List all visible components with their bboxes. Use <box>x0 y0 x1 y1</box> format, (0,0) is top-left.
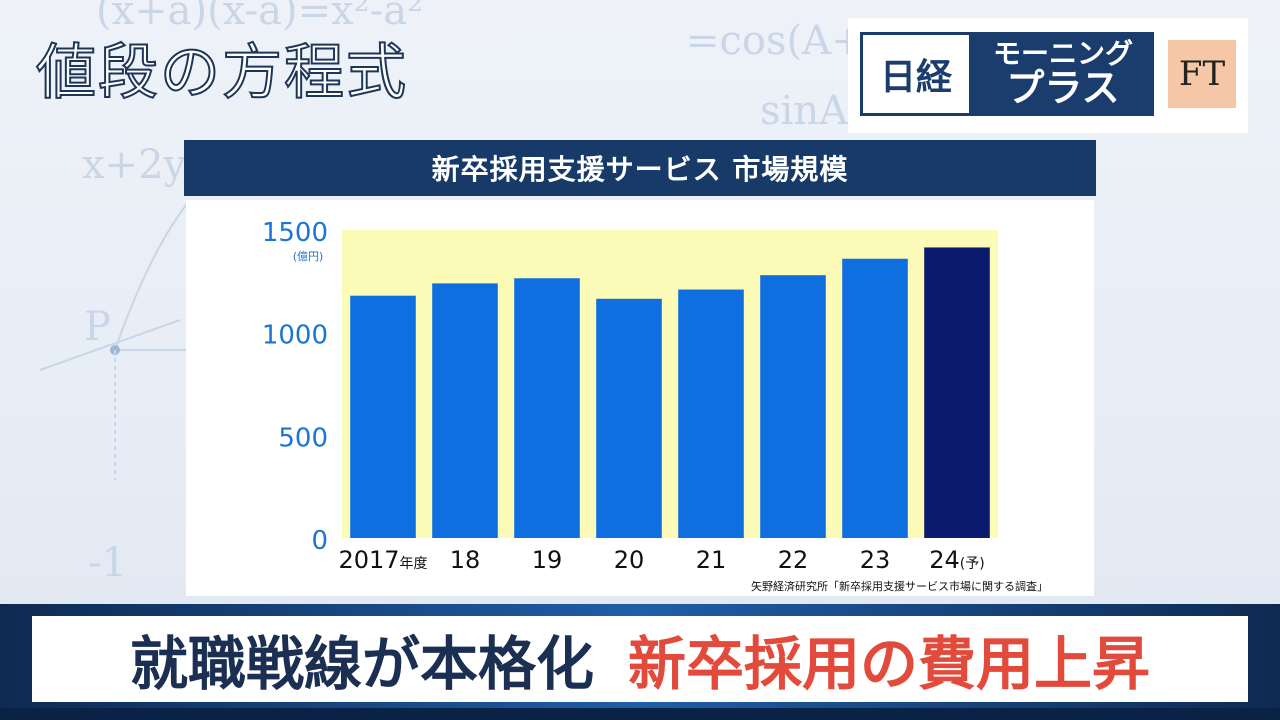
broadcast-logo: 日経 モーニング プラス FT <box>848 18 1248 133</box>
x-tick-label: 23 <box>860 546 891 574</box>
bar <box>596 298 662 538</box>
y-tick-label: 1500 <box>262 218 328 248</box>
morning-plus-logo: モーニング プラス <box>972 32 1154 116</box>
chart-title: 新卒採用支援サービス 市場規模 <box>184 140 1096 196</box>
x-tick-label: 22 <box>778 546 809 574</box>
bar <box>924 247 990 538</box>
bg-formula: x+2y <box>82 142 187 188</box>
bar <box>842 258 908 538</box>
x-tick-label: 18 <box>450 546 481 574</box>
ft-logo: FT <box>1168 40 1236 108</box>
bg-graph-curve <box>39 198 190 480</box>
caption-subheadline: 新卒採用の費用上昇 <box>628 630 1151 698</box>
bar <box>760 275 826 538</box>
y-tick-label: 1000 <box>262 321 328 351</box>
x-tick-suffix: 年度 <box>400 556 428 572</box>
bg-formula: (x+a)(x-a)=x²-a² <box>96 0 424 34</box>
y-unit-label: (億円) <box>293 250 324 263</box>
caption-headline: 就職戦線が本格化 <box>129 630 594 698</box>
x-tick-label: 19 <box>532 546 563 574</box>
x-tick-label: 21 <box>696 546 727 574</box>
bar <box>514 278 580 538</box>
x-tick-label: 24(予) <box>929 546 984 574</box>
x-tick-label: 2017年度 <box>338 546 427 574</box>
bar <box>678 289 744 538</box>
bar <box>432 283 498 538</box>
bg-formula: sinA <box>760 88 848 134</box>
bg-formula: P <box>84 304 111 350</box>
bar-chart: 0 500 1000 1500 (億円) 2017年度 18 19 20 21 22 23 24(予) 矢… <box>262 218 1048 593</box>
bg-formula: -1 <box>88 540 127 586</box>
x-tick-suffix: (予) <box>960 556 985 572</box>
y-tick-label: 0 <box>311 526 328 556</box>
morning-plus-line1: モーニング <box>992 37 1133 71</box>
morning-plus-line2: プラス <box>1006 65 1120 110</box>
chart-panel: 0 500 1000 1500 (億円) 2017年度 18 19 20 21 22 23 24(予) 矢… <box>186 200 1094 596</box>
bar <box>350 295 416 538</box>
nikkei-logo: 日経 <box>860 32 972 116</box>
x-tick-label: 20 <box>614 546 645 574</box>
chart-source: 矢野経済研究所「新卒採用支援サービス市場に関する調査」 <box>751 579 1048 593</box>
show-title: 値段の方程式 <box>35 37 408 109</box>
y-tick-label: 500 <box>278 423 328 453</box>
caption-box: 就職戦線が本格化 新卒採用の費用上昇 <box>32 616 1248 702</box>
